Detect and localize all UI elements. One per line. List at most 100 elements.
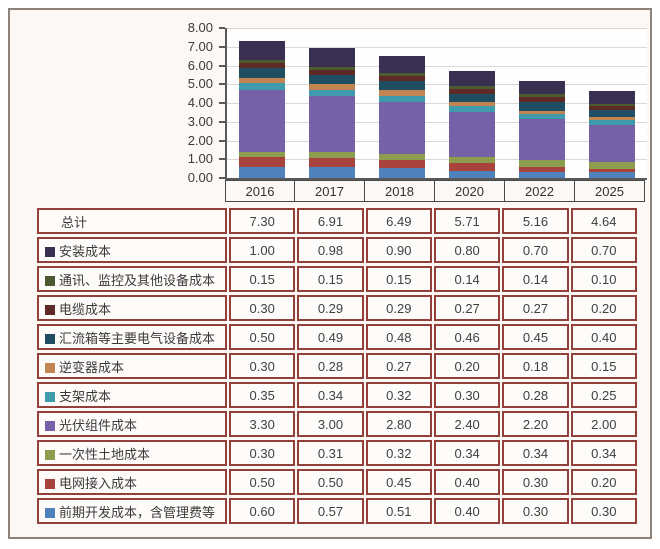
value-cell: 0.28: [502, 382, 569, 408]
gridline: [227, 46, 647, 48]
bar-segment: [449, 85, 495, 89]
value-cell: 0.40: [433, 498, 501, 524]
value-cell: 0.25: [570, 382, 637, 408]
gridline: [227, 140, 647, 142]
value-cell: 0.15: [229, 266, 296, 292]
bar-segment: [449, 111, 495, 157]
value-cell: 0.46: [433, 324, 501, 350]
x-axis-label: 2018: [365, 180, 435, 202]
value-cell: 7.30: [229, 208, 296, 234]
y-tick-mark: [219, 83, 225, 86]
table-row: 总计 7.30 6.91 6.49 5.71 5.16 4.64: [37, 208, 637, 234]
bar-segment: [239, 68, 285, 78]
y-tick-mark: [219, 139, 225, 142]
legend-swatch-icon: [45, 333, 55, 344]
y-tick-label: 2.00: [187, 132, 213, 148]
bar-segment: [239, 77, 285, 84]
stacked-bar-2022: [519, 81, 565, 178]
x-axis-label: 2025: [575, 180, 645, 202]
value-cell: 0.29: [365, 295, 432, 321]
bar-segment: [239, 59, 285, 63]
x-axis-label: 2020: [435, 180, 505, 202]
value-cell: 0.48: [365, 324, 432, 350]
bar-segment: [449, 170, 495, 178]
legend-swatch-icon: [45, 362, 55, 373]
bar-segment: [379, 73, 425, 76]
bar-segment: [309, 167, 355, 178]
value-cell: 0.30: [229, 295, 296, 321]
bar-segment: [309, 69, 355, 76]
gridline: [227, 84, 647, 86]
table-row: 通讯、监控及其他设备成本 0.15 0.15 0.15 0.14 0.14 0.10: [37, 266, 637, 292]
bar-segment: [239, 41, 285, 60]
cost-data-table: 总计 7.30 6.91 6.49 5.71 5.16 4.64 安装成本 1.00 0.98 0.…: [35, 205, 639, 527]
x-axis-label: 2016: [225, 180, 295, 202]
value-cell: 0.27: [433, 295, 501, 321]
bar-segment: [589, 109, 635, 118]
table-row: 一次性土地成本 0.30 0.31 0.32 0.34 0.34 0.34: [37, 440, 637, 466]
value-cell: 0.34: [570, 440, 637, 466]
y-tick-label: 8.00: [187, 20, 213, 35]
row-label: 通讯、监控及其他设备成本: [37, 266, 227, 292]
row-label: 安装成本: [37, 237, 227, 263]
y-axis: 0.00 1.00 2.00 3.00 4.00 5.00 6.00 7.00 8.00: [158, 20, 225, 185]
value-cell: 2.20: [502, 411, 569, 437]
bar-segment: [589, 162, 635, 169]
row-label: 逆变器成本: [37, 353, 227, 379]
bar-segment: [309, 95, 355, 153]
table-row: 安装成本 1.00 0.98 0.90 0.80 0.70 0.70: [37, 237, 637, 263]
value-cell: 0.30: [570, 498, 637, 524]
value-cell: 2.00: [570, 411, 637, 437]
legend-swatch-icon: [45, 391, 55, 402]
value-cell: 0.28: [297, 353, 364, 379]
bar-segment: [519, 160, 565, 167]
bar-segment: [449, 163, 495, 171]
value-cell: 0.80: [433, 237, 501, 263]
stacked-bar-2025: [589, 91, 635, 178]
value-cell: 0.34: [502, 440, 569, 466]
bar-column-2025: [577, 28, 647, 178]
value-cell: 1.00: [229, 237, 296, 263]
y-tick-mark: [219, 177, 225, 179]
bar-segment: [449, 93, 495, 103]
value-cell: 5.71: [433, 208, 501, 234]
table-row: 逆变器成本 0.30 0.28 0.27 0.20 0.18 0.15: [37, 353, 637, 379]
value-cell: 0.98: [297, 237, 364, 263]
y-tick-label: 1.00: [187, 151, 213, 167]
bar-segment: [519, 102, 565, 111]
legend-swatch-icon: [45, 420, 55, 431]
stacked-bar-2017: [309, 48, 355, 178]
plot-area: [225, 28, 647, 180]
value-cell: 0.35: [229, 382, 296, 408]
legend-swatch-icon: [45, 478, 55, 489]
table-row: 电网接入成本 0.50 0.50 0.45 0.40 0.30 0.20: [37, 469, 637, 495]
bar-segment: [449, 156, 495, 163]
value-cell: 0.45: [502, 324, 569, 350]
bar-segment: [309, 48, 355, 67]
value-cell: 0.15: [570, 353, 637, 379]
value-cell: 0.40: [570, 324, 637, 350]
bar-segment: [309, 89, 355, 96]
bar-segment: [379, 160, 425, 169]
bar-segment: [449, 102, 495, 106]
y-tick-label: 7.00: [187, 38, 213, 54]
value-cell: 0.34: [297, 382, 364, 408]
value-cell: 0.27: [365, 353, 432, 379]
bar-segment: [589, 120, 635, 125]
bar-segment: [379, 90, 425, 96]
bar-column-2022: [507, 28, 577, 178]
value-cell: 0.10: [570, 266, 637, 292]
x-axis-label: 2017: [295, 180, 365, 202]
value-cell: 0.57: [297, 498, 364, 524]
value-cell: 2.40: [433, 411, 501, 437]
value-cell: 0.90: [365, 237, 432, 263]
x-axis-label: 2022: [505, 180, 575, 202]
table-row: 电缆成本 0.30 0.29 0.29 0.27 0.27 0.20: [37, 295, 637, 321]
value-cell: 0.32: [365, 440, 432, 466]
value-cell: 6.49: [365, 208, 432, 234]
stacked-bar-2016: [239, 41, 285, 178]
bar-segment: [519, 97, 565, 103]
value-cell: 0.18: [502, 353, 569, 379]
bar-segment: [519, 166, 565, 173]
value-cell: 4.64: [570, 208, 637, 234]
